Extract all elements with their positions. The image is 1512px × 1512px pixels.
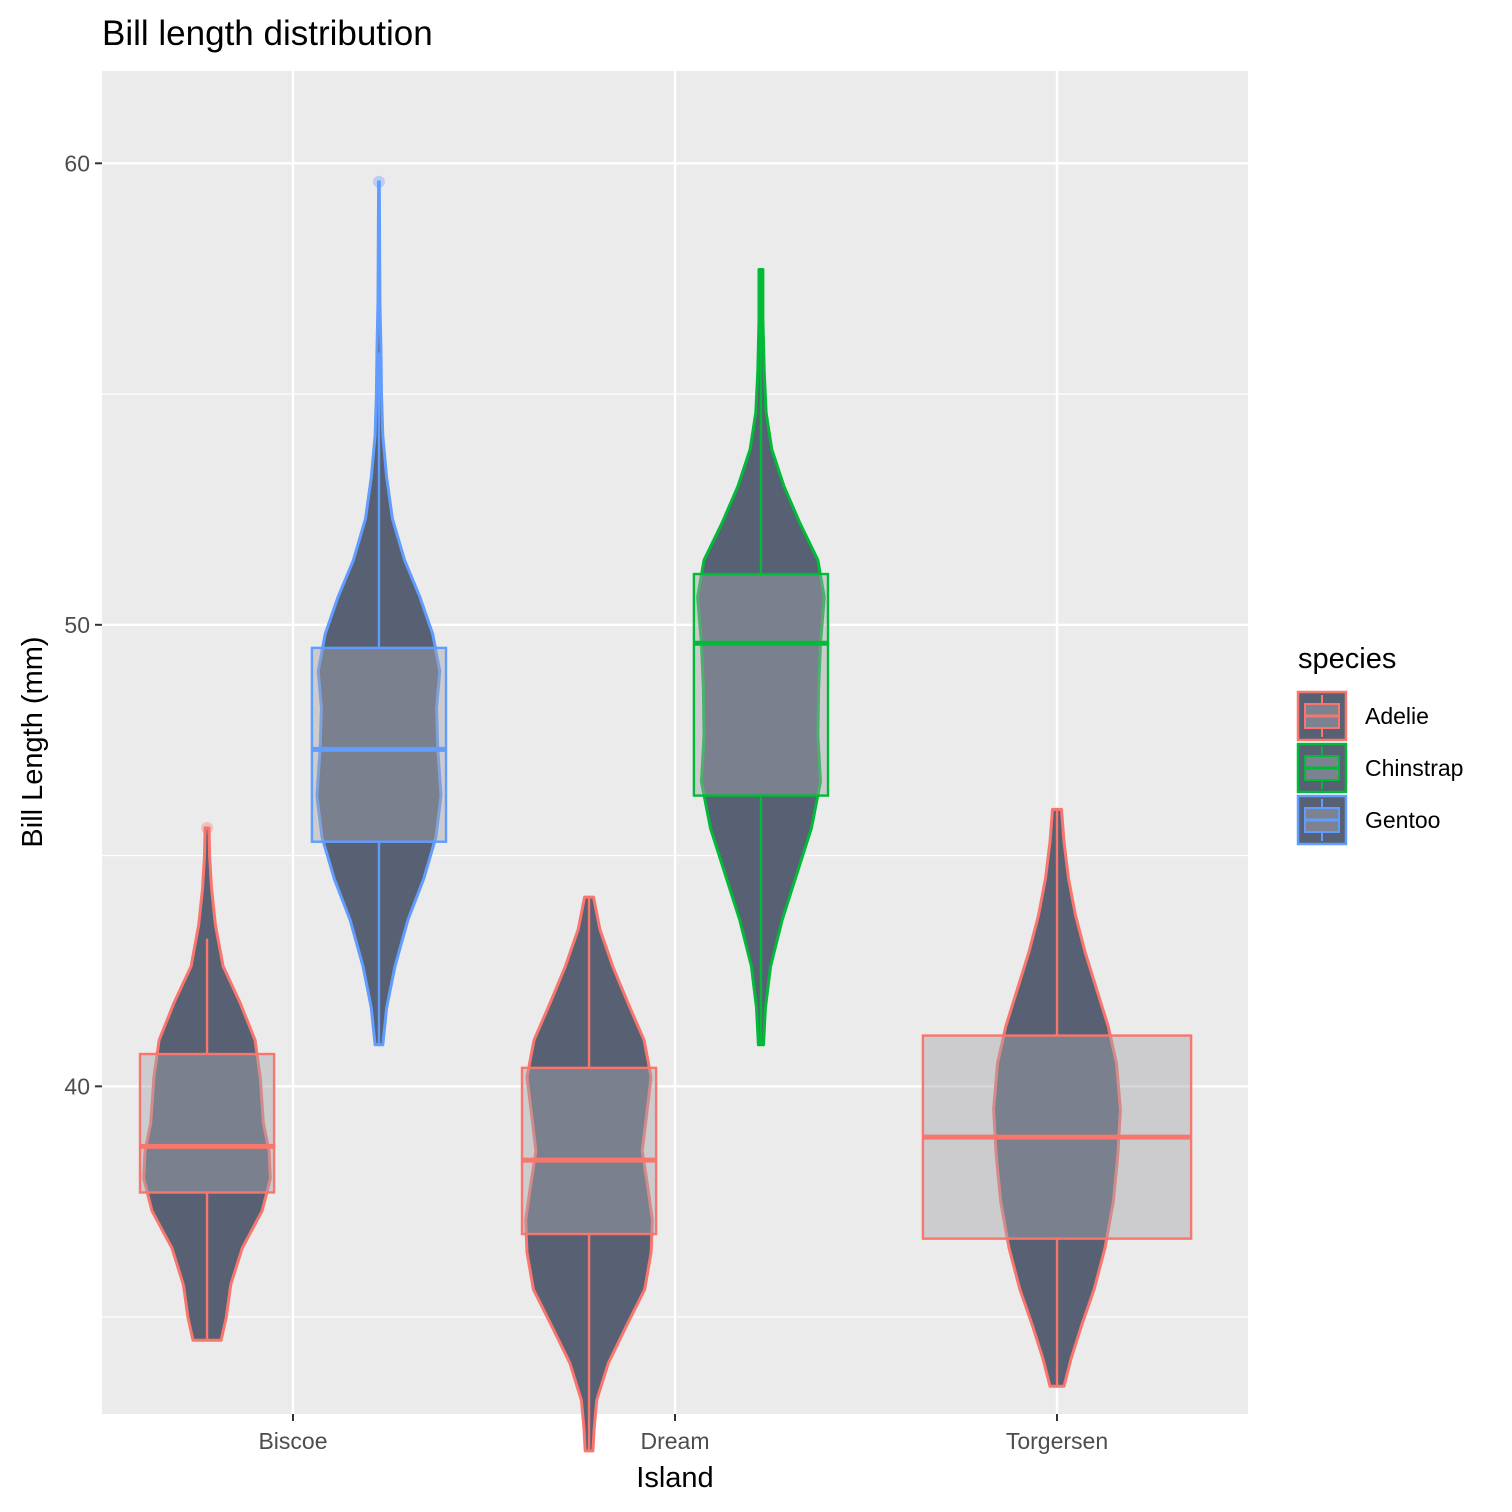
legend-entry-adelie: Adelie xyxy=(1296,690,1429,742)
axes: 40 50 60 Biscoe Dream Torgersen xyxy=(64,150,1108,1454)
x-axis-title: Island xyxy=(636,1462,713,1494)
violin-shape xyxy=(992,807,1122,1388)
y-axis-title: Bill Length (mm) xyxy=(17,636,49,847)
violin-shape xyxy=(524,895,654,1453)
x-tick-label: Biscoe xyxy=(258,1428,327,1454)
legend-label: Chinstrap xyxy=(1365,755,1463,781)
chart-title: Bill length distribution xyxy=(102,14,433,53)
legend-title: species xyxy=(1298,643,1396,675)
x-tick-label: Dream xyxy=(640,1428,709,1454)
x-tick-label: Torgersen xyxy=(1006,1428,1108,1454)
violin-shape xyxy=(696,268,826,1047)
outlier-point xyxy=(372,175,385,188)
violin-adelie-torgersen xyxy=(921,807,1193,1388)
y-tick-label: 50 xyxy=(64,612,90,638)
legend: species Adelie Chinstrap Gentoo xyxy=(1296,643,1463,846)
violins xyxy=(138,175,1193,1453)
y-tick-label: 40 xyxy=(64,1073,90,1099)
outlier-point xyxy=(201,821,214,834)
box xyxy=(138,1052,276,1194)
legend-entry-gentoo: Gentoo xyxy=(1296,794,1440,846)
y-tick-label: 60 xyxy=(64,150,90,176)
box xyxy=(692,572,830,797)
legend-label: Gentoo xyxy=(1365,807,1440,833)
violin-adelie-biscoe xyxy=(138,821,276,1342)
box xyxy=(310,646,448,843)
legend-label: Adelie xyxy=(1365,703,1429,729)
violin-shape xyxy=(142,826,272,1342)
violin-gentoo-biscoe xyxy=(310,175,448,1047)
violin-chinstrap-dream xyxy=(692,268,830,1047)
violin-adelie-dream xyxy=(520,895,658,1453)
legend-entry-chinstrap: Chinstrap xyxy=(1296,742,1463,794)
box xyxy=(520,1066,658,1236)
